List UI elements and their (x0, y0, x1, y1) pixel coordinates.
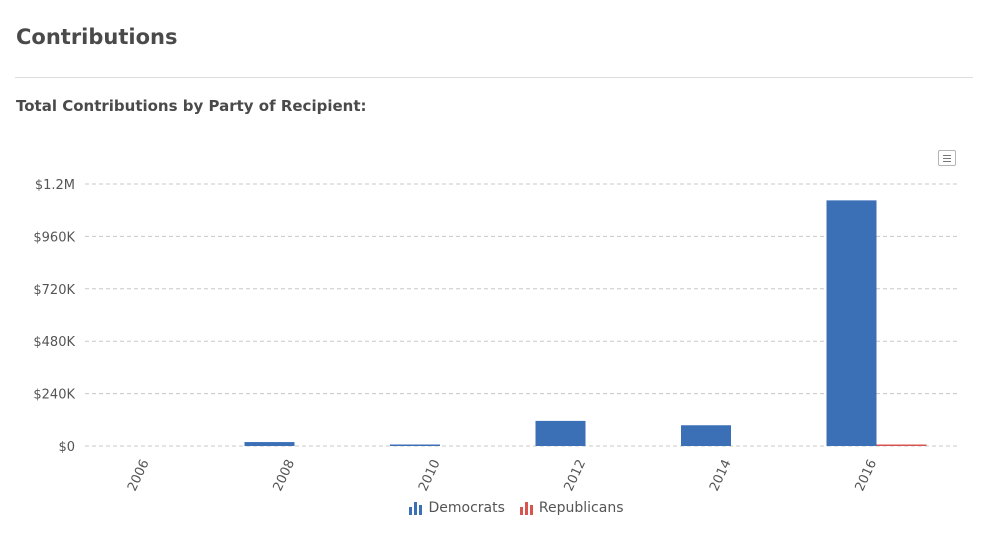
x-tick-label: 2010 (416, 457, 444, 493)
hamburger-menu-icon[interactable] (938, 150, 956, 166)
y-tick-label: $240K (33, 388, 75, 403)
legend-label: Democrats (428, 500, 505, 516)
chart-title: Total Contributions by Party of Recipien… (16, 97, 367, 115)
chart-legend: Democrats Republicans (0, 500, 993, 516)
y-tick-label: $480K (33, 335, 75, 350)
bar-chart-icon (409, 502, 423, 515)
x-tick-label: 2014 (707, 457, 735, 493)
x-tick-label: 2012 (562, 457, 590, 493)
bar-democrats-2010[interactable] (390, 444, 440, 447)
y-tick-label: $720K (33, 283, 75, 298)
x-tick-label: 2016 (853, 457, 881, 493)
y-tick-label: $960K (33, 230, 75, 245)
bar-democrats-2008[interactable] (244, 442, 295, 446)
y-tick-label: $1.2M (35, 178, 75, 193)
legend-item-democrats[interactable]: Democrats (408, 500, 505, 516)
legend-item-republicans[interactable]: Republicans (519, 500, 624, 516)
legend-label: Republicans (538, 500, 624, 516)
y-tick-label: $0 (58, 440, 75, 455)
bar-democrats-2012[interactable] (535, 420, 586, 446)
bar-chart: $0 $240K $480K $720K $960K $1.2M 2006 2008 2010… (33, 178, 958, 494)
x-tick-label: 2006 (125, 457, 153, 493)
title-divider (15, 77, 973, 78)
bar-chart-icon (519, 502, 533, 515)
bar-republicans-2016[interactable] (876, 444, 927, 447)
page-title: Contributions (16, 25, 178, 49)
bar-democrats-2014[interactable] (681, 425, 731, 446)
x-tick-label: 2008 (271, 457, 299, 493)
bar-democrats-2016[interactable] (826, 200, 877, 446)
